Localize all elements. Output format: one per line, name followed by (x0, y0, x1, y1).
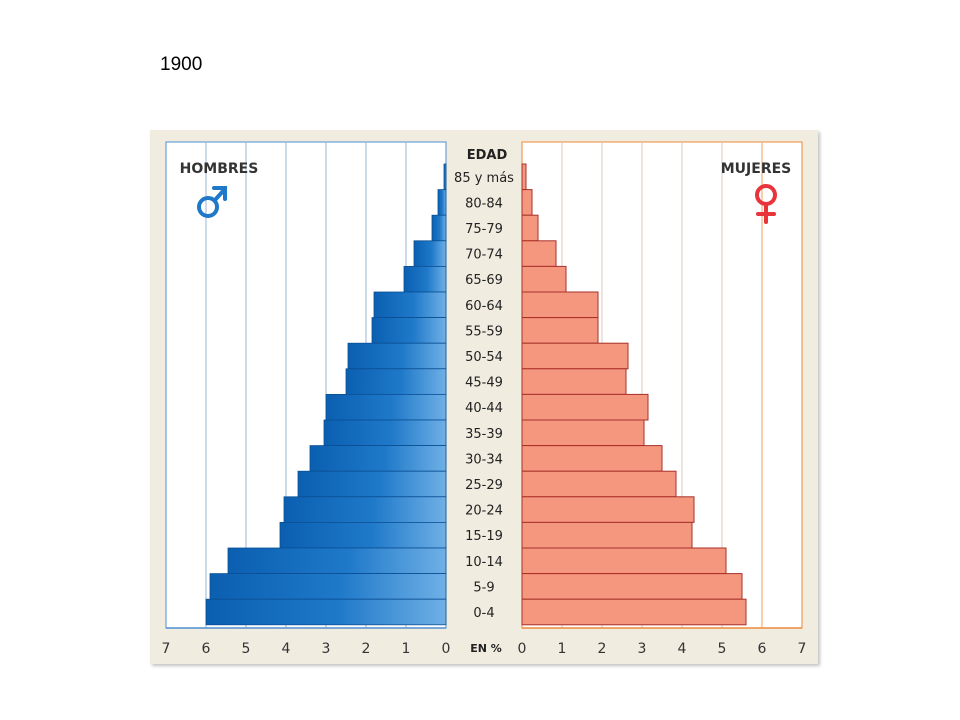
male-bar (373, 291, 447, 319)
female-bar (521, 265, 567, 293)
female-bar (521, 368, 627, 395)
female-tick-label: 1 (558, 641, 567, 657)
male-axis-ticks: 0 1 2 3 4 5 6 7 (162, 641, 451, 657)
female-symbol-icon (755, 184, 777, 224)
age-group-label: 20-24 (465, 504, 503, 519)
male-tick-label: 3 (322, 641, 331, 657)
male-tick-label: 4 (282, 641, 291, 657)
female-tick-label: 2 (598, 641, 607, 657)
male-bar (437, 189, 447, 216)
age-group-label: 30-34 (465, 452, 503, 467)
female-tick-label: 4 (678, 641, 687, 657)
male-tick-label: 5 (242, 641, 251, 657)
age-group-label: 80-84 (465, 196, 503, 211)
male-bar (413, 240, 447, 267)
female-series-label: MUJERES (721, 161, 792, 177)
male-bar (279, 522, 447, 549)
age-group-label: 45-49 (465, 376, 503, 391)
male-symbol-icon (197, 186, 227, 218)
female-bar (521, 419, 645, 447)
male-tick-label: 7 (162, 641, 171, 657)
female-tick-label: 3 (638, 641, 647, 657)
male-tick-label: 6 (202, 641, 211, 657)
male-bar (209, 573, 447, 600)
age-group-label: 65-69 (465, 273, 503, 288)
female-tick-label: 7 (798, 641, 807, 657)
age-group-label: 75-79 (465, 222, 503, 237)
female-bar (521, 470, 677, 498)
female-bar (521, 291, 599, 319)
female-tick-label: 0 (518, 641, 527, 657)
age-group-label: 5-9 (473, 580, 494, 595)
male-bars (205, 163, 447, 626)
male-bar (325, 393, 447, 421)
male-bar (371, 317, 447, 344)
male-tick-label: 0 (442, 641, 451, 657)
male-bar (323, 419, 447, 447)
female-bar (521, 521, 693, 549)
male-bar (297, 470, 447, 498)
female-bar (521, 317, 599, 344)
female-bar (521, 342, 629, 370)
female-bar (521, 496, 695, 523)
age-group-label: 40-44 (465, 401, 503, 416)
age-group-label: 0-4 (473, 606, 494, 621)
female-bar (521, 240, 557, 267)
age-group-label: 60-64 (465, 299, 503, 314)
female-axis-ticks: 0 1 2 3 4 5 6 7 (518, 641, 807, 657)
male-series-label: HOMBRES (180, 161, 259, 177)
male-bar (205, 598, 447, 626)
female-bar (521, 598, 747, 626)
male-bar (403, 265, 447, 293)
female-bar (521, 573, 743, 600)
age-group-label: 55-59 (465, 324, 503, 339)
female-bar (521, 445, 663, 472)
male-bar (309, 445, 447, 472)
age-group-label: 15-19 (465, 529, 503, 544)
male-bar (345, 368, 447, 395)
male-bar (443, 163, 447, 191)
female-bars (521, 163, 747, 626)
age-group-label: 85 y más (454, 171, 514, 186)
female-bar (521, 393, 649, 421)
age-group-label: 25-29 (465, 478, 503, 493)
female-bar (521, 163, 527, 191)
female-bar (521, 214, 539, 242)
female-tick-label: 6 (758, 641, 767, 657)
age-group-label: 70-74 (465, 248, 503, 263)
male-bar (347, 342, 447, 370)
age-column-header: EDAD (467, 148, 508, 163)
slide-title: 1900 (160, 54, 203, 75)
male-tick-label: 2 (362, 641, 371, 657)
female-bar (521, 547, 727, 575)
male-bar (431, 214, 447, 242)
male-bar (283, 496, 447, 523)
female-bar (521, 189, 533, 216)
age-group-label: 50-54 (465, 350, 503, 365)
female-tick-label: 5 (718, 641, 727, 657)
male-bar (227, 547, 447, 575)
age-group-label: 35-39 (465, 427, 503, 442)
age-labels: 85 y más 80-84 75-79 70-74 65-69 60-64 55-59 50… (454, 171, 514, 621)
male-tick-label: 1 (402, 641, 411, 657)
age-group-label: 10-14 (465, 555, 503, 570)
axis-unit-label: EN % (470, 642, 502, 655)
